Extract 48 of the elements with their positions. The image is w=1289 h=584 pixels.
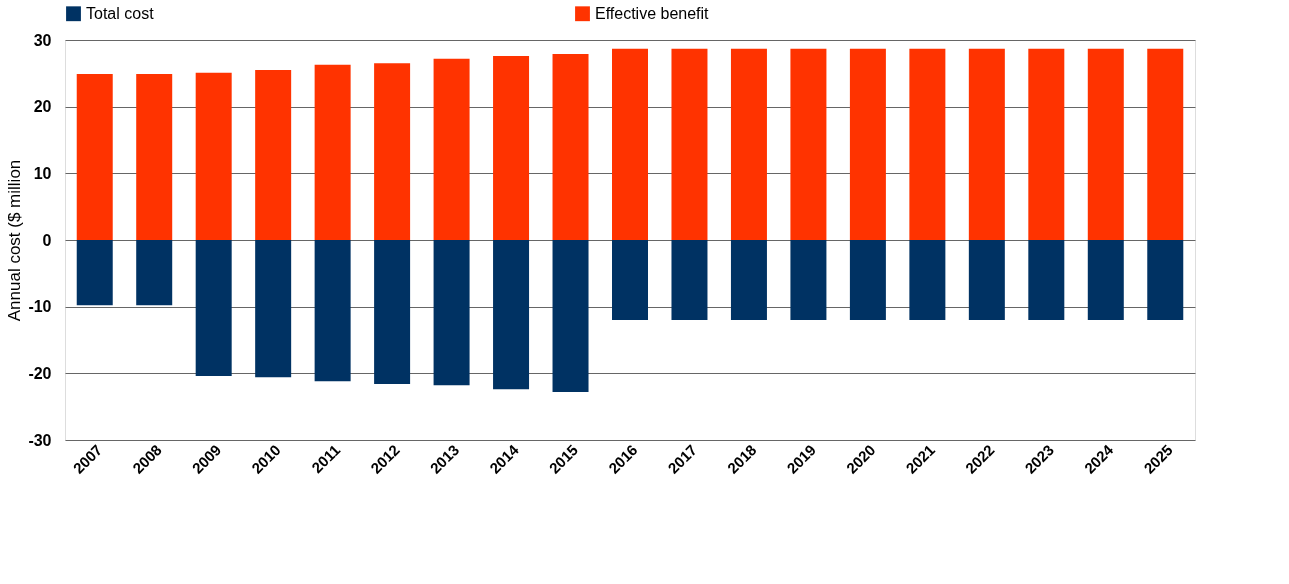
bar bbox=[493, 240, 530, 390]
bar bbox=[1147, 48, 1184, 240]
bar bbox=[552, 240, 589, 392]
bar bbox=[1087, 240, 1124, 320]
bar bbox=[136, 240, 173, 306]
bar bbox=[968, 48, 1005, 240]
bar bbox=[612, 240, 648, 320]
y-axis-title: Annual cost ($ million bbox=[5, 159, 25, 322]
bar bbox=[790, 48, 827, 240]
bar bbox=[433, 240, 470, 386]
y-tick-label: 0 bbox=[42, 231, 52, 249]
y-tick-label: 20 bbox=[33, 98, 52, 116]
bar bbox=[1028, 240, 1065, 320]
bar bbox=[849, 240, 886, 320]
bar bbox=[552, 54, 589, 240]
bar bbox=[76, 240, 113, 306]
legend-label: Effective benefit bbox=[595, 4, 710, 22]
bar bbox=[968, 240, 1005, 320]
y-tick-label: -10 bbox=[28, 298, 52, 316]
bar bbox=[909, 48, 946, 240]
y-tick-label: 10 bbox=[33, 164, 52, 182]
bar bbox=[433, 58, 470, 240]
y-tick-label: -30 bbox=[28, 431, 52, 449]
bar bbox=[1028, 48, 1065, 240]
bar bbox=[374, 240, 411, 384]
bar bbox=[1147, 240, 1184, 320]
bar bbox=[76, 74, 113, 240]
bar bbox=[790, 240, 827, 320]
bar bbox=[671, 48, 708, 240]
bar bbox=[730, 240, 767, 320]
bar bbox=[493, 56, 530, 240]
y-tick-label: 30 bbox=[33, 31, 52, 49]
y-tick-label: -20 bbox=[28, 364, 52, 382]
bar bbox=[314, 64, 351, 240]
bar bbox=[849, 48, 886, 240]
bar bbox=[255, 70, 292, 240]
bar bbox=[612, 48, 648, 240]
bar bbox=[195, 72, 232, 240]
bar bbox=[730, 48, 767, 240]
bar bbox=[314, 240, 351, 382]
bar bbox=[195, 240, 232, 376]
legend-label: Total cost bbox=[86, 4, 155, 22]
bar bbox=[255, 240, 292, 378]
bar bbox=[1087, 48, 1124, 240]
bar bbox=[671, 240, 708, 320]
bar bbox=[374, 63, 411, 240]
bar bbox=[909, 240, 946, 320]
bar bbox=[136, 74, 173, 240]
